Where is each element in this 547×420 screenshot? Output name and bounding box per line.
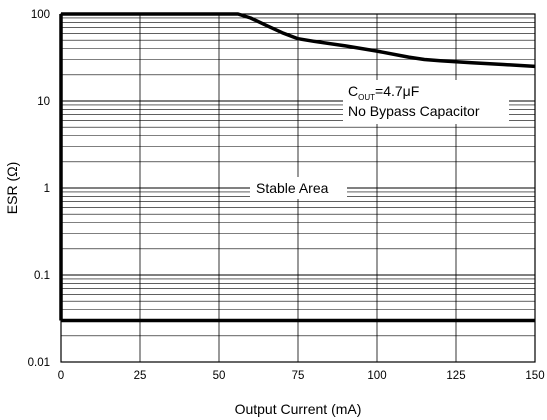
y-axis-label: ESR (Ω) bbox=[4, 162, 20, 214]
y-tick-label: 0.01 bbox=[28, 357, 50, 369]
y-tick-label: 0.1 bbox=[34, 270, 50, 282]
series-lines bbox=[59, 12, 536, 323]
cout-prefix: C bbox=[348, 83, 358, 99]
x-tick-labels: 0 25 50 75 100 125 150 bbox=[58, 370, 545, 382]
y-tick-label: 10 bbox=[37, 96, 50, 108]
y-tick-labels: 0.01 0.1 1 10 100 bbox=[28, 9, 50, 369]
x-tick-label: 50 bbox=[213, 370, 226, 382]
bypass-label: No Bypass Capacitor bbox=[348, 103, 480, 119]
x-tick-label: 100 bbox=[367, 370, 386, 382]
stable-area-label: Stable Area bbox=[256, 180, 329, 196]
cout-value: =4.7μF bbox=[375, 83, 419, 99]
cout-subscript: OUT bbox=[358, 93, 375, 102]
x-tick-label: 75 bbox=[292, 370, 305, 382]
x-tick-label: 0 bbox=[58, 370, 64, 382]
x-tick-label: 150 bbox=[525, 370, 544, 382]
x-axis-label: Output Current (mA) bbox=[235, 401, 362, 417]
x-tick-label: 125 bbox=[446, 370, 465, 382]
cout-label: COUT=4.7μF bbox=[348, 83, 419, 102]
upper-boundary-line bbox=[61, 12, 536, 69]
y-tick-label: 1 bbox=[44, 183, 50, 195]
x-tick-label: 25 bbox=[134, 370, 147, 382]
y-tick-label: 100 bbox=[31, 9, 50, 21]
cout-label-bg bbox=[343, 80, 509, 124]
stable-label-bg bbox=[250, 177, 347, 199]
